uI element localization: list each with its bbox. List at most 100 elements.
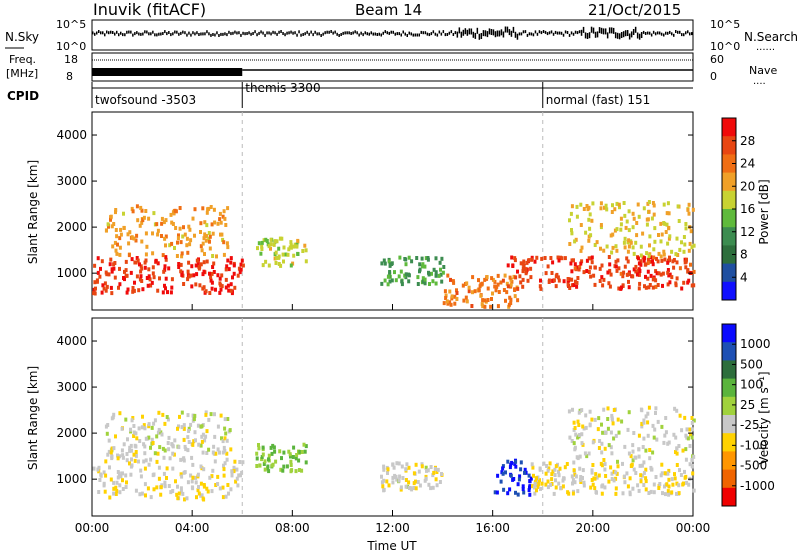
scatter-cell xyxy=(190,479,194,484)
scatter-cell xyxy=(206,489,210,494)
scatter-cell xyxy=(131,416,135,420)
scatter-cell xyxy=(116,470,120,474)
scatter-cell xyxy=(182,437,186,442)
nsky-sample xyxy=(462,29,465,36)
scatter-cell xyxy=(674,281,678,286)
scatter-cell xyxy=(287,247,291,252)
scatter-cell xyxy=(688,427,692,432)
x-axis-label: Time UT xyxy=(366,539,417,553)
scatter-cell xyxy=(410,259,414,264)
nsky-sample xyxy=(120,31,122,35)
scatter-cell xyxy=(567,491,571,496)
scatter-cell xyxy=(657,271,661,276)
scatter-cell xyxy=(397,461,401,466)
scatter-cell xyxy=(113,275,117,280)
scatter-cell xyxy=(100,290,104,295)
scatter-cell xyxy=(260,457,264,462)
scatter-cell xyxy=(110,291,114,296)
scatter-cell xyxy=(597,416,601,421)
scatter-cell xyxy=(636,483,640,488)
scatter-cell xyxy=(135,256,139,260)
scatter-cell xyxy=(687,278,691,283)
scatter-cell xyxy=(675,260,679,265)
scatter-cell xyxy=(269,237,273,242)
nsky-sample xyxy=(626,30,629,36)
scatter-cell xyxy=(143,265,147,270)
scatter-cell xyxy=(522,490,526,495)
scatter-cell xyxy=(192,417,196,422)
scatter-cell xyxy=(654,269,658,274)
scatter-cell xyxy=(281,468,285,473)
scatter-cell xyxy=(569,261,573,266)
scatter-cell xyxy=(434,273,438,278)
scatter-cell xyxy=(122,276,125,280)
nsky-sample xyxy=(560,31,563,35)
scatter-cell xyxy=(177,233,180,238)
nsky-sample xyxy=(260,30,262,34)
scatter-cell xyxy=(570,228,573,232)
scatter-cell xyxy=(222,473,226,478)
scatter-cell xyxy=(157,427,161,432)
scatter-cell xyxy=(303,449,307,454)
scatter-cell xyxy=(632,251,636,256)
nsky-sample xyxy=(136,31,138,35)
scatter-cell xyxy=(687,211,691,216)
scatter-cell xyxy=(638,269,642,273)
scatter-cell xyxy=(211,468,215,473)
scatter-cell xyxy=(191,462,195,467)
scatter-cell xyxy=(195,258,199,263)
nsky-sample xyxy=(386,31,388,35)
nsky-sample xyxy=(500,29,503,36)
nsky-sample xyxy=(202,32,204,36)
scatter-cell xyxy=(506,263,510,268)
scatter-cell xyxy=(489,304,493,309)
nsky-sample xyxy=(116,30,118,34)
scatter-cell xyxy=(178,206,182,210)
scatter-cell xyxy=(156,430,160,435)
scatter-cell xyxy=(148,277,152,282)
scatter-cell xyxy=(637,256,640,261)
nsky-sample xyxy=(362,33,364,37)
scatter-cell xyxy=(391,480,395,485)
scatter-cell xyxy=(617,266,621,271)
scatter-cell xyxy=(200,434,204,439)
scatter-cell xyxy=(670,477,674,482)
scatter-cell xyxy=(615,227,619,232)
nsky-sample xyxy=(160,32,162,36)
scatter-cell xyxy=(161,412,165,417)
scatter-cell xyxy=(136,258,140,263)
scatter-cell xyxy=(152,421,156,426)
scatter-cell xyxy=(162,269,166,274)
scatter-cell xyxy=(127,241,131,246)
scatter-cell xyxy=(652,482,656,487)
scatter-cell xyxy=(294,244,298,249)
scatter-cell xyxy=(399,485,403,490)
scatter-cell xyxy=(607,479,611,484)
scatter-cell xyxy=(530,462,534,467)
scatter-cell xyxy=(397,274,401,279)
scatter-cell xyxy=(103,489,107,494)
scatter-cell xyxy=(110,456,114,461)
scatter-cell xyxy=(218,486,222,491)
scatter-cell xyxy=(390,278,394,283)
scatter-cell xyxy=(544,271,548,276)
scatter-cell xyxy=(269,246,272,251)
scatter-cell xyxy=(190,284,194,289)
scatter-cell xyxy=(651,201,655,205)
scatter-cell xyxy=(224,277,228,282)
scatter-cell xyxy=(148,283,152,288)
scatter-cell xyxy=(255,464,259,468)
scatter-cell xyxy=(573,279,577,284)
scatter-cell xyxy=(548,461,552,466)
nsky-sample xyxy=(396,32,398,36)
scatter-cell xyxy=(648,456,652,461)
scatter-cell xyxy=(207,417,211,422)
scatter-cell xyxy=(232,263,236,268)
scatter-cell xyxy=(532,473,535,478)
scatter-cell xyxy=(191,442,195,447)
scatter-cell xyxy=(298,449,302,454)
nsky-sample xyxy=(300,33,302,37)
scatter-cell xyxy=(181,234,185,239)
scatter-cell xyxy=(602,277,606,282)
nsky-sample xyxy=(326,30,328,34)
